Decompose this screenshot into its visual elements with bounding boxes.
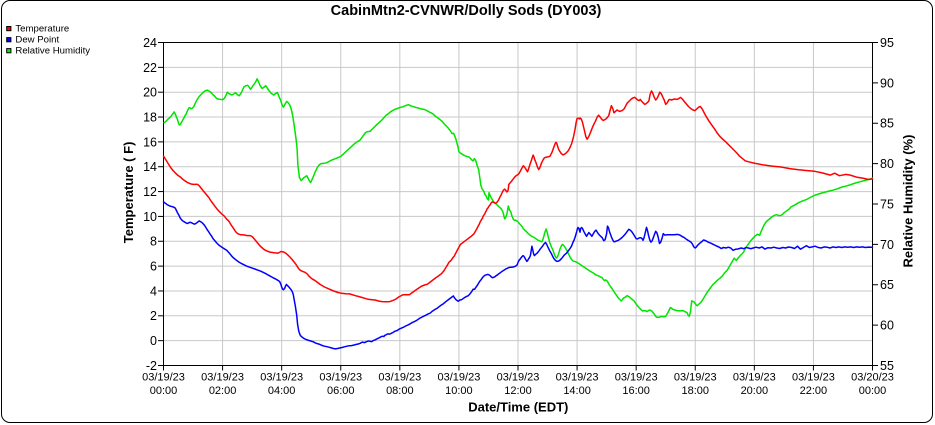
svg-text:6: 6 xyxy=(150,260,157,274)
svg-text:10: 10 xyxy=(143,210,157,224)
svg-text:14:00: 14:00 xyxy=(563,385,591,397)
svg-text:00:00: 00:00 xyxy=(859,385,887,397)
svg-text:16:00: 16:00 xyxy=(622,385,650,397)
svg-text:90: 90 xyxy=(880,76,894,90)
svg-text:-2: -2 xyxy=(146,359,157,373)
svg-text:03/19/23: 03/19/23 xyxy=(792,372,835,384)
svg-text:Dew Point: Dew Point xyxy=(15,35,59,46)
svg-text:80: 80 xyxy=(880,157,894,171)
svg-text:03/19/23: 03/19/23 xyxy=(201,372,244,384)
svg-text:22: 22 xyxy=(143,61,157,75)
svg-text:03/19/23: 03/19/23 xyxy=(260,372,303,384)
svg-text:20:00: 20:00 xyxy=(741,385,769,397)
svg-text:Relative Humidity (%): Relative Humidity (%) xyxy=(901,135,916,268)
svg-text:0: 0 xyxy=(150,334,157,348)
svg-text:CabinMtn2-CVNWR/Dolly Sods (DY: CabinMtn2-CVNWR/Dolly Sods (DY003) xyxy=(331,3,602,19)
svg-text:02:00: 02:00 xyxy=(209,385,237,397)
svg-text:75: 75 xyxy=(880,197,894,211)
svg-text:22:00: 22:00 xyxy=(800,385,828,397)
svg-text:03/19/23: 03/19/23 xyxy=(497,372,540,384)
svg-text:03/19/23: 03/19/23 xyxy=(733,372,776,384)
svg-text:Temperature ( F): Temperature ( F) xyxy=(121,142,136,244)
svg-text:65: 65 xyxy=(880,278,894,292)
svg-text:95: 95 xyxy=(880,36,894,50)
svg-text:Relative Humidity: Relative Humidity xyxy=(15,46,90,57)
svg-text:06:00: 06:00 xyxy=(327,385,355,397)
svg-text:03/20/23: 03/20/23 xyxy=(851,372,894,384)
svg-text:85: 85 xyxy=(880,117,894,131)
svg-text:60: 60 xyxy=(880,319,894,333)
svg-text:03/19/23: 03/19/23 xyxy=(615,372,658,384)
svg-text:03/19/23: 03/19/23 xyxy=(319,372,362,384)
svg-text:03/19/23: 03/19/23 xyxy=(378,372,421,384)
svg-text:Temperature: Temperature xyxy=(15,24,69,35)
svg-text:18: 18 xyxy=(143,110,157,124)
svg-text:04:00: 04:00 xyxy=(268,385,296,397)
svg-text:2: 2 xyxy=(150,309,157,323)
svg-text:03/19/23: 03/19/23 xyxy=(556,372,599,384)
svg-text:24: 24 xyxy=(143,36,157,50)
svg-text:14: 14 xyxy=(143,160,157,174)
svg-text:12: 12 xyxy=(143,185,157,199)
svg-text:18:00: 18:00 xyxy=(681,385,709,397)
svg-text:03/19/23: 03/19/23 xyxy=(674,372,717,384)
svg-text:Date/Time (EDT): Date/Time (EDT) xyxy=(468,400,568,415)
svg-text:8: 8 xyxy=(150,235,157,249)
svg-text:10:00: 10:00 xyxy=(445,385,473,397)
svg-text:55: 55 xyxy=(880,359,894,373)
svg-text:03/19/23: 03/19/23 xyxy=(142,372,185,384)
svg-text:20: 20 xyxy=(143,86,157,100)
svg-text:16: 16 xyxy=(143,135,157,149)
svg-text:08:00: 08:00 xyxy=(386,385,414,397)
svg-text:03/19/23: 03/19/23 xyxy=(438,372,481,384)
svg-text:00:00: 00:00 xyxy=(150,385,178,397)
svg-text:4: 4 xyxy=(150,284,157,298)
svg-text:70: 70 xyxy=(880,238,894,252)
svg-text:12:00: 12:00 xyxy=(504,385,532,397)
